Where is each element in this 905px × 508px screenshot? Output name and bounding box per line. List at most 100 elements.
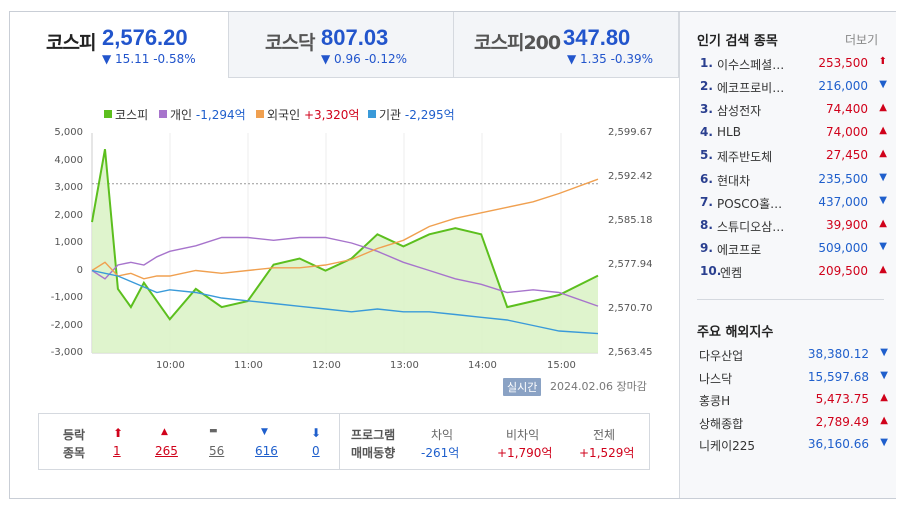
stock-name[interactable]: 엔켐	[720, 265, 743, 280]
chart-date: 2024.02.06 장마감	[550, 380, 647, 393]
tab-kospi[interactable]: 코스피 2,576.20 ▼ 15.11 -0.58%	[10, 12, 229, 78]
tab-change: ▼ 15.11 -0.58%	[102, 52, 196, 66]
chart-plot[interactable]	[10, 78, 679, 408]
rank-number: 5.	[700, 148, 713, 163]
breadth-label: 종목	[63, 446, 86, 460]
x-axis-tick: 15:00	[547, 360, 576, 371]
series-line-0	[91, 149, 599, 321]
right-axis-tick: 2,570.70	[608, 303, 653, 314]
up-arrow-icon: ▲	[880, 392, 888, 403]
popular-item[interactable]: 2. 에코프로비… 216,000 ▼	[700, 79, 890, 101]
stock-price: 74,000	[826, 125, 868, 140]
non-arbitrage-value: +1,790억	[497, 446, 553, 460]
more-link[interactable]: 더보기	[845, 33, 879, 47]
index-name[interactable]: 상해종합	[699, 416, 744, 431]
tab-kospi200[interactable]: 코스피200 347.80 ▼ 1.35 -0.39%	[454, 12, 679, 78]
rank-number: 4.	[700, 125, 713, 140]
right-axis-tick: 2,563.45	[608, 347, 653, 358]
stock-name[interactable]: 이수스페셜…	[717, 58, 785, 72]
realtime-badge[interactable]: 실시간	[503, 378, 542, 396]
program-label: 프로그램	[351, 428, 396, 442]
up-arrow-icon: ▲	[879, 148, 887, 160]
stock-price: 253,500	[818, 56, 868, 70]
popular-item[interactable]: 9. 에코프로 509,000 ▼	[700, 241, 890, 263]
program-label: 매매동향	[351, 446, 396, 460]
tab-name: 코스피	[46, 32, 96, 54]
left-axis-tick: -3,000	[50, 347, 83, 358]
stock-name[interactable]: 에코프로	[717, 242, 762, 257]
stock-name[interactable]: 스튜디오삼…	[717, 219, 785, 234]
stock-name[interactable]: 현대차	[717, 173, 751, 188]
arbitrage-value: -261억	[421, 446, 460, 460]
world-title: 주요 해외지수	[697, 325, 774, 340]
index-name[interactable]: 홍콩H	[699, 394, 731, 408]
limit-down-count[interactable]: 0	[312, 444, 320, 458]
left-axis-tick: 3,000	[54, 182, 83, 193]
legend-swatch	[256, 110, 264, 118]
limit-up-count[interactable]: 1	[113, 444, 121, 458]
tab-value: 2,576.20	[102, 25, 188, 50]
down-arrow-icon: ▼	[880, 437, 888, 448]
tab-change: ▼ 1.35 -0.39%	[567, 52, 654, 66]
left-axis-tick: 2,000	[54, 209, 83, 221]
popular-item[interactable]: 4. HLB 74,000 ▲	[700, 125, 890, 147]
stock-name[interactable]: POSCO홀…	[717, 196, 783, 211]
world-index-item[interactable]: 다우산업 38,380.12 ▼	[699, 347, 891, 369]
series-line-3	[91, 269, 599, 335]
tab-name: 코스닥	[265, 32, 315, 54]
side-panel: 인기 검색 종목 더보기 1. 이수스페셜… 253,500 ⬆ 2. 에코프로비… 216…	[679, 12, 896, 498]
down-count[interactable]: 616	[255, 444, 278, 458]
popular-item[interactable]: 1. 이수스페셜… 253,500 ⬆	[700, 56, 890, 78]
down-arrow-icon: ▼	[880, 369, 888, 381]
legend-individual[interactable]: 개인 -1,294억	[159, 106, 246, 123]
world-index-item[interactable]: 니케이225 36,160.66 ▼	[699, 437, 891, 459]
index-name[interactable]: 니케이225	[699, 439, 756, 453]
up-count[interactable]: 265	[155, 444, 178, 458]
stock-name[interactable]: 에코프로비…	[717, 81, 785, 96]
legend-institution[interactable]: 기관 -2,295억	[368, 106, 455, 123]
x-axis-tick: 14:00	[468, 360, 497, 371]
popular-item[interactable]: 7. POSCO홀… 437,000 ▼	[700, 195, 890, 217]
flat-count[interactable]: 56	[209, 444, 225, 458]
x-axis-tick: 12:00	[312, 360, 341, 371]
left-axis-tick: 5,000	[54, 127, 83, 138]
left-axis-tick: 4,000	[54, 154, 83, 166]
legend-value: +3,320억	[303, 108, 360, 122]
down-arrow-icon: ▼	[879, 171, 887, 183]
rank-number: 2.	[700, 79, 713, 94]
index-name[interactable]: 다우산업	[699, 349, 744, 363]
legend-swatch	[159, 110, 167, 118]
tab-value: 347.80	[563, 25, 631, 50]
index-name[interactable]: 나스닥	[699, 371, 733, 386]
rank-number: 7.	[700, 194, 713, 209]
program-total-value: +1,529억	[579, 446, 635, 460]
stock-name[interactable]: 제주반도체	[717, 150, 773, 165]
chart-area: 코스피 개인 -1,294억 외국인 +3,320억 기관 -2,295억 5,…	[10, 78, 679, 408]
right-axis-tick: 2,585.18	[608, 215, 653, 226]
popular-item[interactable]: 5. 제주반도체 27,450 ▲	[700, 148, 890, 170]
flat-icon: ▬	[209, 426, 218, 436]
stock-price: 509,000	[818, 240, 868, 255]
popular-item[interactable]: 6. 현대차 235,500 ▼	[700, 172, 890, 194]
limit-up-icon: ⬆	[113, 426, 124, 440]
world-index-item[interactable]: 홍콩H 5,473.75 ▲	[699, 392, 891, 414]
tab-change: ▼ 0.96 -0.12%	[321, 52, 408, 66]
popular-item[interactable]: 10. 엔켐 209,500 ▲	[700, 264, 890, 286]
stock-name[interactable]: 삼성전자	[717, 104, 762, 119]
tab-kosdaq[interactable]: 코스닥 807.03 ▼ 0.96 -0.12%	[229, 12, 454, 78]
legend-kospi[interactable]: 코스피	[104, 106, 148, 123]
world-index-item[interactable]: 나스닥 15,597.68 ▼	[699, 370, 891, 392]
stock-name[interactable]: HLB	[717, 125, 741, 140]
left-axis-tick: -1,000	[50, 292, 83, 303]
divider	[339, 414, 340, 469]
legend-foreign[interactable]: 외국인 +3,320억	[256, 106, 359, 123]
up-arrow-icon: ▲	[880, 414, 888, 426]
limit-down-icon: ⬇	[311, 426, 322, 440]
popular-item[interactable]: 8. 스튜디오삼… 39,900 ▲	[700, 218, 890, 240]
tab-value: 807.03	[321, 25, 389, 50]
left-axis-tick: 1,000	[54, 237, 83, 248]
stock-price: 27,450	[826, 148, 868, 163]
world-index-item[interactable]: 상해종합 2,789.49 ▲	[699, 415, 891, 437]
popular-item[interactable]: 3. 삼성전자 74,400 ▲	[700, 102, 890, 124]
rank-number: 3.	[700, 102, 713, 117]
